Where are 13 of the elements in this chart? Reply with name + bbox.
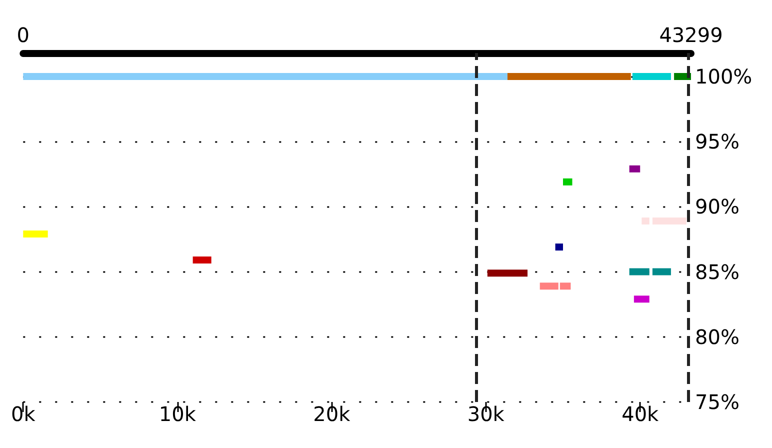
- y-tick-label: 75%: [695, 390, 740, 414]
- x-tick-label: 30k: [467, 402, 505, 426]
- y-tick-label: 90%: [695, 194, 740, 219]
- x-tick-label: 0k: [10, 402, 36, 426]
- y-tick-label: 95%: [695, 130, 740, 154]
- x-tick-label: 40k: [622, 402, 660, 426]
- x2-tick-label: 0: [16, 23, 30, 47]
- y-tick-label: 80%: [695, 324, 740, 349]
- x2-tick-label: 43299: [659, 23, 723, 47]
- x-tick-label: 20k: [313, 402, 351, 426]
- y-tick-label: 85%: [695, 260, 740, 284]
- x-tick-label: 10k: [158, 402, 196, 426]
- y-tick-label: 100%: [695, 64, 752, 88]
